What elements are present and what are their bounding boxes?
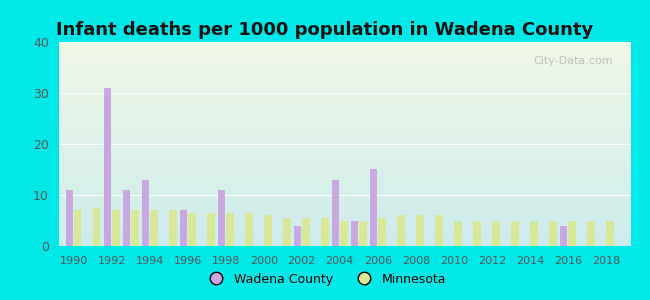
Bar <box>94 208 101 246</box>
Bar <box>341 220 348 246</box>
Bar <box>74 210 81 246</box>
Bar <box>560 226 567 246</box>
Bar <box>169 210 177 246</box>
Bar <box>150 210 157 246</box>
Bar <box>245 213 252 246</box>
Bar <box>66 190 73 246</box>
Bar <box>549 220 556 246</box>
Bar <box>188 213 196 246</box>
Bar <box>492 220 500 246</box>
Bar <box>131 210 138 246</box>
Bar <box>302 218 309 246</box>
Bar <box>104 88 111 246</box>
Text: City-Data.com: City-Data.com <box>534 56 614 66</box>
Bar <box>417 215 424 246</box>
Bar <box>123 190 130 246</box>
Bar <box>218 190 225 246</box>
Bar <box>265 215 272 246</box>
Bar <box>283 218 291 246</box>
Bar <box>351 220 358 246</box>
Bar <box>454 220 462 246</box>
Bar <box>473 220 480 246</box>
Bar <box>359 220 367 246</box>
Bar <box>370 169 377 246</box>
Bar <box>180 210 187 246</box>
Bar <box>112 210 120 246</box>
Bar <box>207 213 214 246</box>
Text: Infant deaths per 1000 population in Wadena County: Infant deaths per 1000 population in Wad… <box>57 21 593 39</box>
Bar <box>606 220 614 246</box>
Bar <box>321 218 328 246</box>
Bar <box>332 180 339 246</box>
Bar <box>378 218 385 246</box>
Bar <box>142 180 149 246</box>
Bar <box>568 220 576 246</box>
Bar <box>530 220 538 246</box>
Bar <box>512 220 519 246</box>
Bar <box>294 226 301 246</box>
Legend: Wadena County, Minnesota: Wadena County, Minnesota <box>199 268 451 291</box>
Bar <box>226 213 233 246</box>
Bar <box>397 215 404 246</box>
Bar <box>588 220 595 246</box>
Bar <box>436 215 443 246</box>
